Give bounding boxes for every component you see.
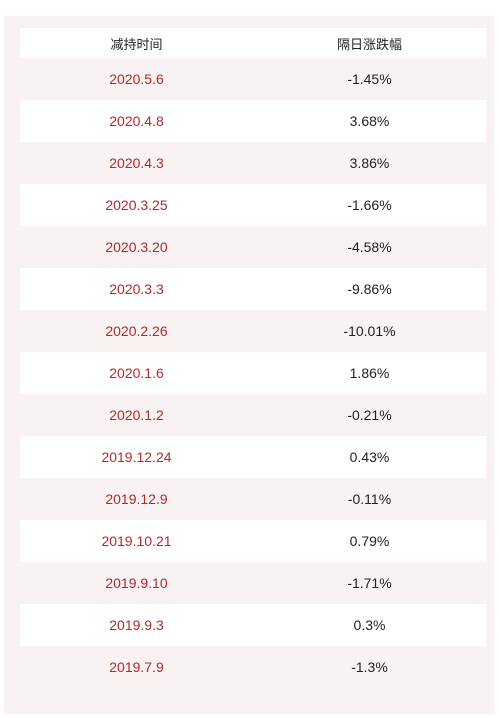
reduction-date-cell: 2019.7.9 <box>109 659 164 675</box>
reduction-date-cell: 2020.3.25 <box>105 197 168 213</box>
next-day-change-cell: -1.66% <box>347 197 392 213</box>
reduction-date-cell: 2020.1.2 <box>109 407 164 423</box>
next-day-change-cell: 0.3% <box>353 617 386 633</box>
next-day-change-cell: 3.68% <box>349 113 390 129</box>
table-row: 2020.3.3 -9.86% <box>20 268 486 310</box>
reduction-date-cell: 2020.4.8 <box>109 113 164 129</box>
reduction-date-cell: 2020.3.20 <box>105 239 168 255</box>
table-row: 2020.3.25 -1.66% <box>20 184 486 226</box>
reduction-date-cell: 2020.5.6 <box>109 71 164 87</box>
next-day-change-cell: -1.71% <box>347 575 392 591</box>
header-reduction-date: 减持时间 <box>110 36 163 52</box>
table-row: 2020.2.26 -10.01% <box>20 310 486 352</box>
next-day-change-cell: 1.86% <box>349 365 390 381</box>
reduction-date-cell: 2020.2.26 <box>105 323 168 339</box>
reduction-date-cell: 2019.9.3 <box>109 617 164 633</box>
table-row: 2019.12.9 -0.11% <box>20 478 486 520</box>
table-row: 2019.10.21 0.79% <box>20 520 486 562</box>
table-row: 2020.4.8 3.68% <box>20 100 486 142</box>
reduction-date-cell: 2020.4.3 <box>109 155 164 171</box>
reduction-date-cell: 2019.9.10 <box>105 575 168 591</box>
table-body: 2020.5.6 -1.45% 2020.4.8 3.68% 2020.4.3 3.86%… <box>20 58 486 688</box>
table-header-row: 减持时间 隔日涨跌幅 <box>20 28 486 58</box>
table-row: 2020.1.6 1.86% <box>20 352 486 394</box>
next-day-change-cell: -4.58% <box>347 239 392 255</box>
table-row: 2020.4.3 3.86% <box>20 142 486 184</box>
next-day-change-cell: -0.11% <box>347 491 392 507</box>
table-row: 2020.3.20 -4.58% <box>20 226 486 268</box>
next-day-change-cell: -1.45% <box>347 71 392 87</box>
table-row: 2020.1.2 -0.21% <box>20 394 486 436</box>
reduction-date-cell: 2020.1.6 <box>109 365 164 381</box>
table-row: 2019.9.10 -1.71% <box>20 562 486 604</box>
reduction-date-cell: 2019.12.9 <box>105 491 168 507</box>
header-next-day-change: 隔日涨跌幅 <box>336 36 402 52</box>
next-day-change-cell: -9.86% <box>347 281 392 297</box>
table-row: 2019.9.3 0.3% <box>20 604 486 646</box>
next-day-change-cell: 0.79% <box>349 533 390 549</box>
reduction-date-cell: 2019.12.24 <box>101 449 172 465</box>
next-day-change-cell: 3.86% <box>349 155 390 171</box>
table-row: 2019.12.24 0.43% <box>20 436 486 478</box>
next-day-change-cell: -0.21% <box>347 407 392 423</box>
table-row: 2020.5.6 -1.45% <box>20 58 486 100</box>
reduction-date-cell: 2020.3.3 <box>109 281 164 297</box>
table-row: 2019.7.9 -1.3% <box>20 646 486 688</box>
reduction-date-cell: 2019.10.21 <box>101 533 172 549</box>
reduction-table: 减持时间 隔日涨跌幅 2020.5.6 -1.45% 2020.4.8 3.68% 20… <box>20 28 486 688</box>
next-day-change-cell: -1.3% <box>351 659 388 675</box>
next-day-change-cell: -10.01% <box>343 323 396 339</box>
next-day-change-cell: 0.43% <box>349 449 390 465</box>
